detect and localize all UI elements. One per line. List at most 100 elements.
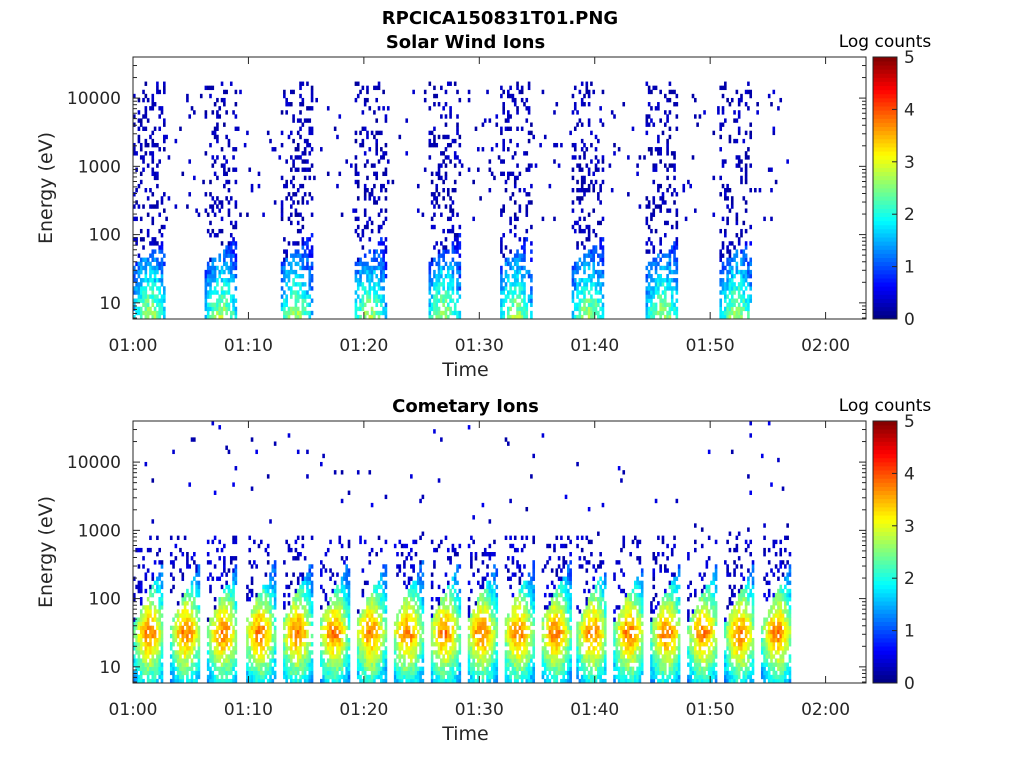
heatmap-cell [594,167,598,172]
heatmap-cell [225,310,228,316]
heatmap-cell [137,290,141,295]
heatmap-cell [163,134,166,140]
heatmap-cell [331,633,335,639]
heatmap-cell [135,269,138,275]
heatmap-cell [366,220,369,226]
heatmap-cell [296,650,300,655]
heatmap-cell [195,564,198,569]
heatmap-cell [163,294,166,299]
heatmap-cell [135,584,138,590]
heatmap-cell [133,151,136,156]
heatmap-cell [373,662,376,667]
heatmap-cell [322,650,325,655]
heatmap-cell [285,253,288,258]
heatmap-cell [292,601,295,606]
heatmap-cell [340,670,344,676]
heatmap-cell [382,633,385,639]
heatmap-cell [266,654,270,659]
heatmap-cell [259,601,263,606]
heatmap-cell [211,261,215,267]
heatmap-cell [507,110,510,115]
heatmap-cell [190,629,194,635]
heatmap-cell [373,257,376,262]
heatmap-cell [310,605,314,610]
heatmap-cell [657,134,660,140]
heatmap-cell [216,265,219,271]
heatmap-cell [578,155,582,160]
heatmap-cell [139,547,143,553]
heatmap-cell [643,155,646,160]
heatmap-cell [153,282,157,287]
heatmap-cell [428,306,432,312]
heatmap-cell [359,261,362,267]
heatmap-cell [370,678,374,684]
heatmap-cell [213,621,217,626]
heatmap-cell [430,666,434,672]
heatmap-cell [160,654,164,659]
heatmap-cell [139,584,143,590]
heatmap-cell [520,314,524,320]
heatmap-cell [169,670,173,676]
heatmap-cell [380,310,383,316]
heatmap-cell [657,294,660,299]
heatmap-cell [666,118,669,123]
heatmap-cell [172,449,175,455]
heatmap-cell [363,151,367,156]
heatmap-cell [654,286,658,291]
heatmap-cell [229,642,233,647]
heatmap-cell [257,662,261,667]
x-axis-label: Time [441,359,489,381]
heatmap-cell [375,273,379,279]
heatmap-cell [516,216,519,222]
heatmap-cell [135,241,138,246]
heatmap-cell [190,584,194,590]
heatmap-cell [197,658,201,663]
heatmap-cell [583,228,586,234]
heatmap-cell [433,633,436,639]
heatmap-cell [504,298,508,303]
heatmap-cell [370,306,374,312]
heatmap-cell [507,175,510,181]
heatmap-cell [227,212,231,217]
heatmap-cell [253,650,256,655]
heatmap-cell [437,597,441,602]
heatmap-cell [407,646,411,651]
heatmap-cell [301,572,305,577]
heatmap-cell [373,253,376,258]
heatmap-cell [310,106,314,111]
heatmap-cell [375,662,379,667]
heatmap-cell [592,306,596,312]
heatmap-cell [181,670,185,676]
heatmap-cell [440,269,443,275]
heatmap-cell [223,646,226,651]
heatmap-cell [356,629,360,635]
heatmap-cell [333,633,337,639]
heatmap-cell [675,93,679,99]
heatmap-cell [139,257,143,262]
heatmap-cell [259,539,263,545]
heatmap-cell [172,674,175,680]
heatmap-cell [225,678,228,684]
heatmap-cell [386,159,390,164]
heatmap-cell [368,290,372,295]
heatmap-cell [652,261,656,267]
heatmap-cell [412,592,415,598]
heatmap-cell [433,666,436,672]
heatmap-cell [590,273,593,279]
heatmap-cell [728,314,732,320]
heatmap-cell [726,269,729,275]
heatmap-cell [430,637,434,643]
heatmap-cell [347,543,351,549]
heatmap-cell [744,163,748,168]
heatmap-cell [225,584,228,590]
heatmap-cell [597,159,600,164]
heatmap-cell [449,265,452,271]
heatmap-cell [216,290,219,295]
heatmap-cell [345,580,349,586]
heatmap-cell [158,629,162,635]
heatmap-cell [151,151,155,156]
heatmap-cell [592,89,596,95]
heatmap-cell [689,183,692,189]
heatmap-cell [735,306,739,312]
heatmap-cell [232,556,235,561]
